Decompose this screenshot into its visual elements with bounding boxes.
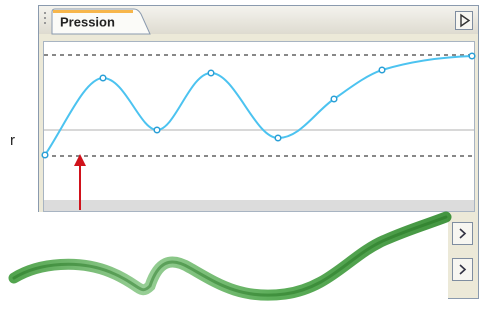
- expand-button[interactable]: [453, 259, 473, 281]
- grip: [44, 12, 46, 24]
- control-point[interactable]: [42, 152, 48, 158]
- control-point[interactable]: [208, 70, 214, 76]
- tab-label[interactable]: Pression: [60, 14, 115, 29]
- control-point[interactable]: [100, 75, 106, 81]
- control-point[interactable]: [331, 96, 337, 102]
- scroll-strip: [44, 200, 474, 211]
- side-text: r: [10, 132, 15, 149]
- screenshot: r Pression: [0, 0, 483, 314]
- control-point[interactable]: [469, 53, 475, 59]
- expand-button[interactable]: [453, 223, 473, 245]
- control-point[interactable]: [379, 67, 385, 73]
- control-point[interactable]: [275, 135, 281, 141]
- tab-highlight: [53, 10, 133, 13]
- control-point[interactable]: [154, 127, 160, 133]
